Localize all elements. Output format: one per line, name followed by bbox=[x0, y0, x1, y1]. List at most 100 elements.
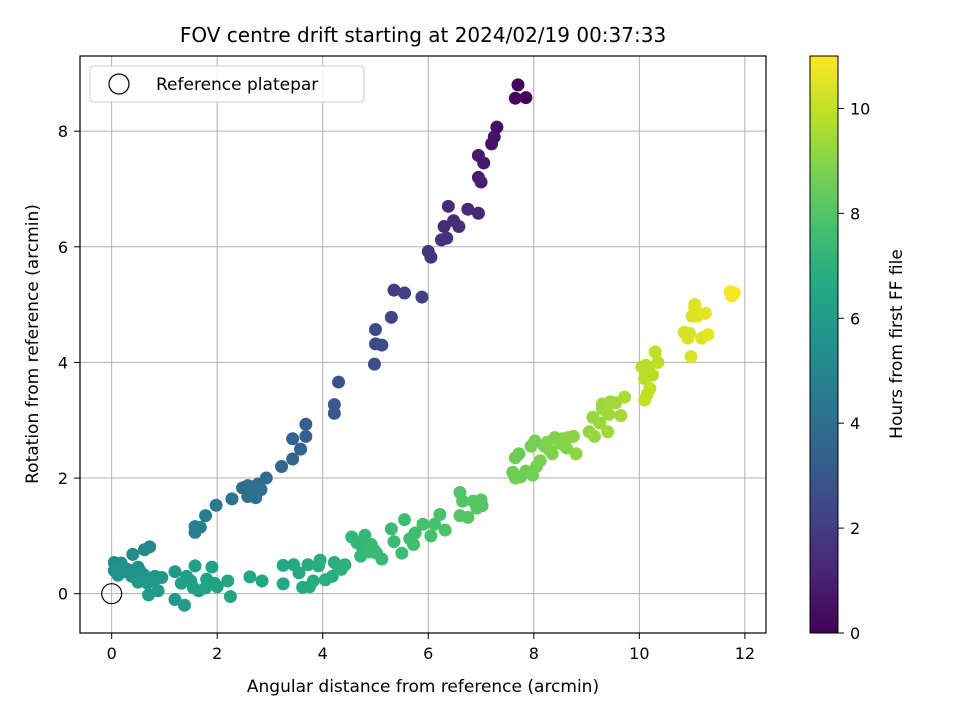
data-point bbox=[387, 535, 401, 549]
data-point bbox=[398, 286, 412, 300]
x-tick-label: 10 bbox=[629, 644, 649, 663]
data-point bbox=[243, 570, 257, 584]
colorbar-tick-label: 0 bbox=[850, 624, 860, 643]
data-point bbox=[682, 327, 696, 341]
data-point bbox=[221, 574, 235, 588]
data-point bbox=[188, 559, 202, 573]
data-point bbox=[688, 298, 702, 312]
data-point bbox=[475, 499, 489, 513]
data-point bbox=[174, 576, 188, 590]
legend-marker-icon bbox=[108, 73, 130, 95]
colorbar-tick-label: 6 bbox=[850, 309, 860, 328]
data-point bbox=[727, 286, 741, 300]
data-point bbox=[126, 547, 140, 561]
data-point bbox=[292, 566, 306, 580]
y-tick-label: 6 bbox=[58, 238, 68, 257]
colorbar: 0 2 4 6 8 10 Hours from first FF file bbox=[809, 55, 907, 643]
data-point bbox=[299, 429, 313, 443]
data-point bbox=[249, 491, 263, 505]
x-tick-label: 4 bbox=[318, 644, 328, 663]
data-point bbox=[387, 283, 401, 297]
data-point bbox=[651, 355, 665, 369]
data-point bbox=[698, 306, 712, 320]
data-point bbox=[648, 345, 662, 359]
legend-entry-label: Reference platepar bbox=[156, 75, 318, 95]
data-point bbox=[438, 523, 452, 537]
data-point bbox=[131, 575, 145, 589]
x-tick-label: 6 bbox=[423, 644, 433, 663]
grid-lines bbox=[80, 56, 766, 633]
reference-marker-group bbox=[101, 583, 123, 605]
colorbar-ticks: 0 2 4 6 8 10 bbox=[838, 99, 870, 643]
reference-platepar-marker bbox=[101, 583, 123, 605]
data-point bbox=[424, 529, 438, 543]
data-point bbox=[601, 425, 615, 439]
data-point bbox=[210, 580, 224, 594]
data-point bbox=[416, 517, 430, 531]
data-point bbox=[367, 543, 381, 557]
data-point bbox=[137, 543, 151, 557]
data-point bbox=[384, 310, 398, 324]
data-point bbox=[398, 513, 412, 527]
x-tick-label: 0 bbox=[107, 644, 117, 663]
colorbar-label: Hours from first FF file bbox=[887, 249, 907, 439]
data-point bbox=[618, 390, 632, 404]
data-point bbox=[424, 250, 438, 264]
data-point bbox=[286, 452, 300, 466]
data-point bbox=[602, 407, 616, 421]
data-point bbox=[275, 459, 289, 473]
y-tick-label: 2 bbox=[58, 469, 68, 488]
data-point bbox=[199, 509, 213, 523]
data-point bbox=[490, 120, 504, 134]
data-point bbox=[395, 546, 409, 560]
colorbar-tick-label: 10 bbox=[850, 99, 870, 118]
data-point bbox=[684, 350, 698, 364]
data-point bbox=[461, 510, 475, 524]
data-point bbox=[508, 91, 522, 105]
data-point bbox=[408, 526, 422, 540]
data-point bbox=[638, 393, 652, 407]
data-point bbox=[168, 592, 182, 606]
data-point bbox=[177, 598, 191, 612]
data-point bbox=[188, 525, 202, 539]
data-point bbox=[511, 78, 525, 92]
data-point bbox=[471, 206, 485, 220]
data-point bbox=[533, 454, 547, 468]
data-point bbox=[306, 574, 320, 588]
data-point bbox=[441, 199, 455, 213]
data-point bbox=[199, 581, 213, 595]
legend: Reference platepar bbox=[89, 65, 365, 103]
x-tick-label: 2 bbox=[212, 644, 222, 663]
data-point bbox=[223, 590, 237, 604]
data-point bbox=[111, 568, 125, 582]
data-point bbox=[225, 492, 239, 506]
data-point bbox=[474, 175, 488, 189]
data-point bbox=[384, 522, 398, 536]
data-point bbox=[209, 498, 223, 512]
data-point bbox=[367, 357, 381, 371]
data-point bbox=[358, 528, 372, 542]
data-point bbox=[437, 220, 451, 234]
data-point bbox=[332, 375, 346, 389]
x-tick-label: 8 bbox=[529, 644, 539, 663]
data-point bbox=[614, 409, 628, 423]
data-point bbox=[415, 290, 429, 304]
data-point bbox=[327, 406, 341, 420]
data-point bbox=[545, 447, 559, 461]
data-point bbox=[141, 576, 155, 590]
x-tick-label: 12 bbox=[735, 644, 755, 663]
data-point bbox=[276, 577, 290, 591]
data-point bbox=[519, 91, 533, 105]
y-tick-label: 4 bbox=[58, 353, 68, 372]
data-point bbox=[428, 517, 442, 531]
data-point bbox=[701, 328, 715, 342]
data-point bbox=[294, 442, 308, 456]
y-tick-label: 8 bbox=[58, 122, 68, 141]
data-point bbox=[588, 429, 601, 443]
data-point bbox=[477, 156, 491, 170]
x-axis-label: Angular distance from reference (arcmin) bbox=[247, 677, 599, 697]
data-point bbox=[528, 434, 542, 448]
chart-title: FOV centre drift starting at 2024/02/19 … bbox=[180, 23, 666, 47]
data-point bbox=[485, 137, 499, 151]
